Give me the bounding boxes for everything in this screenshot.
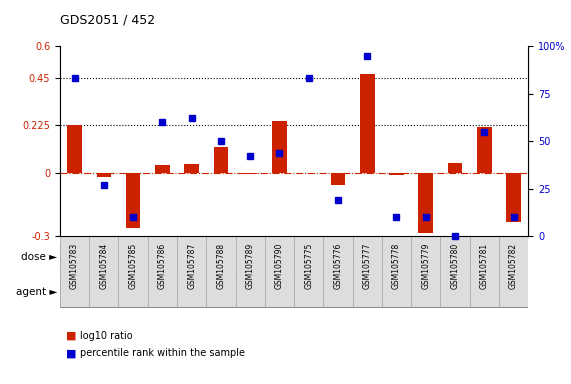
- Bar: [331, 173, 345, 185]
- Bar: [440, 236, 470, 307]
- Bar: [60, 242, 177, 273]
- Bar: [243, 173, 258, 174]
- Bar: [353, 236, 382, 307]
- Text: 500 mg/l: 500 mg/l: [420, 253, 460, 262]
- Bar: [419, 173, 433, 233]
- Bar: [382, 236, 411, 307]
- Bar: [60, 276, 294, 307]
- Bar: [148, 236, 177, 307]
- Text: BCA: BCA: [401, 287, 421, 297]
- Text: percentile rank within the sample: percentile rank within the sample: [80, 348, 245, 358]
- Bar: [96, 173, 111, 177]
- Bar: [177, 236, 206, 307]
- Bar: [67, 125, 82, 173]
- Text: 1250 ppm: 1250 ppm: [95, 253, 142, 262]
- Bar: [470, 236, 499, 307]
- Text: log10 ratio: log10 ratio: [80, 331, 132, 341]
- Bar: [60, 236, 89, 307]
- Bar: [155, 166, 170, 173]
- Bar: [126, 173, 140, 228]
- Bar: [272, 121, 287, 173]
- Text: ■: ■: [66, 348, 76, 358]
- Bar: [119, 236, 148, 307]
- Bar: [294, 276, 528, 307]
- Bar: [265, 236, 294, 307]
- Bar: [499, 236, 528, 307]
- Bar: [411, 236, 440, 307]
- Bar: [214, 147, 228, 173]
- Text: o-NT: o-NT: [166, 287, 188, 297]
- Bar: [323, 236, 353, 307]
- Text: dose ►: dose ►: [21, 252, 57, 262]
- Text: GDS2051 / 452: GDS2051 / 452: [60, 14, 155, 27]
- Bar: [294, 236, 323, 307]
- Bar: [448, 163, 463, 173]
- Bar: [470, 242, 528, 273]
- Bar: [206, 236, 236, 307]
- Bar: [294, 242, 411, 273]
- Text: ■: ■: [66, 331, 76, 341]
- Bar: [177, 242, 294, 273]
- Text: 1000 mg/l: 1000 mg/l: [476, 253, 522, 262]
- Bar: [477, 127, 492, 173]
- Text: 250 mg/l: 250 mg/l: [332, 253, 373, 262]
- Bar: [236, 236, 265, 307]
- Bar: [89, 236, 119, 307]
- Text: 2000 ppm: 2000 ppm: [212, 253, 259, 262]
- Bar: [411, 242, 470, 273]
- Text: agent ►: agent ►: [16, 287, 57, 297]
- Bar: [506, 173, 521, 222]
- Bar: [389, 173, 404, 175]
- Bar: [360, 74, 375, 173]
- Bar: [184, 164, 199, 173]
